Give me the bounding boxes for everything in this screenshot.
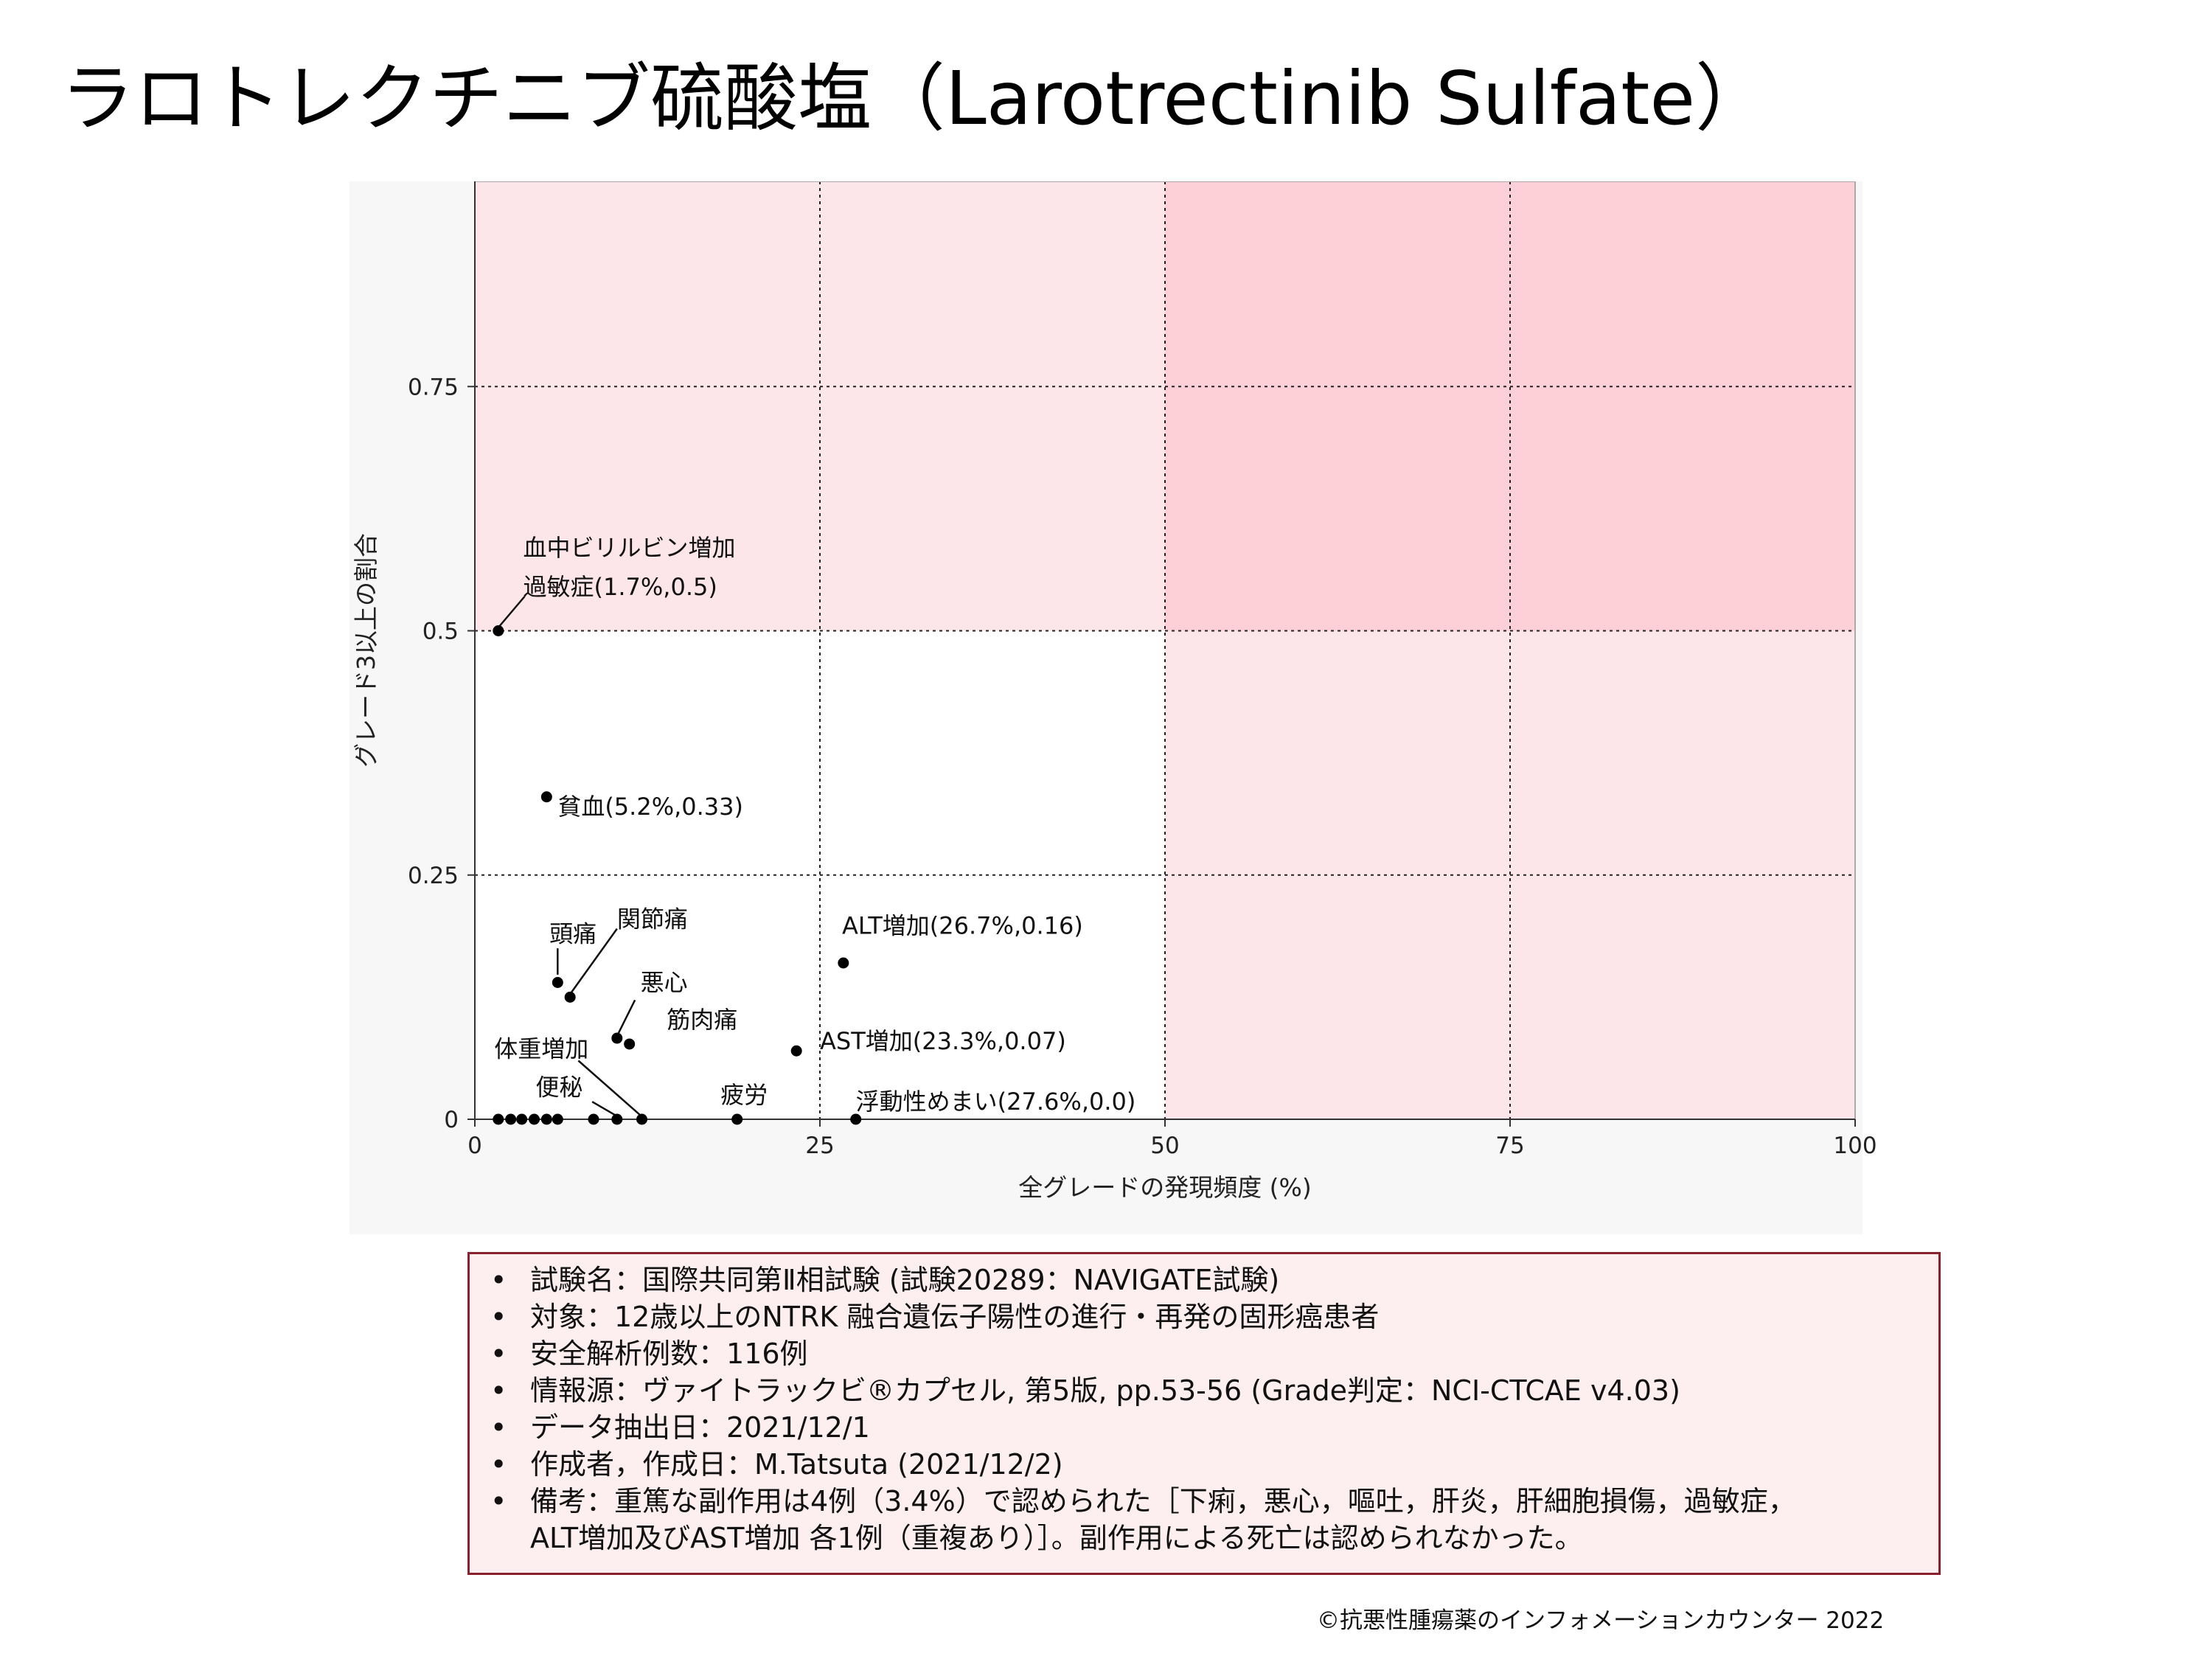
info-item-safety-n: • 安全解析例数：116例 bbox=[483, 1335, 1938, 1372]
point-label: ALT増加(26.7%,0.16) bbox=[842, 912, 1083, 940]
bullet: • bbox=[490, 1411, 507, 1444]
chart-gridlines bbox=[475, 181, 1855, 1119]
x-axis-label: 全グレードの発現頻度 (%) bbox=[1018, 1173, 1312, 1202]
x-tick-label: 100 bbox=[1833, 1133, 1877, 1159]
annotation-leaders bbox=[498, 596, 641, 1116]
point-label: 貧血(5.2%,0.33) bbox=[557, 793, 743, 821]
data-point bbox=[540, 1113, 552, 1125]
page-title: ラロトレクチニブ硫酸塩（Larotrectinib Sulfate） bbox=[60, 55, 1769, 142]
chart-axes: 0 25 50 75 100 0 0.25 0.5 0.75 全グレードの発現頻度 (%) グレード… bbox=[352, 181, 1877, 1202]
info-text: 試験名：国際共同第Ⅱ相試験 (試験20289：NAVIGATE試験) bbox=[530, 1264, 1280, 1296]
point-label: 悪心 bbox=[641, 969, 688, 997]
point-label: 血中ビリルビン増加 bbox=[524, 534, 736, 562]
info-item-author: • 作成者，作成日：M.Tatsuta (2021/12/2) bbox=[483, 1446, 1938, 1483]
x-tick-label: 50 bbox=[1150, 1133, 1179, 1159]
bullet: • bbox=[490, 1301, 507, 1333]
data-point bbox=[493, 625, 504, 636]
data-point bbox=[624, 1038, 636, 1050]
x-tick-label: 25 bbox=[805, 1133, 834, 1159]
y-axis-label: グレード3以上の割合 bbox=[352, 533, 380, 768]
info-item-notes-cont: ALT増加及びAST増加 各1例（重複あり）］。副作用による死亡は認められなかっ… bbox=[483, 1520, 1938, 1557]
data-point bbox=[731, 1113, 743, 1125]
data-point bbox=[540, 791, 552, 803]
footer-credit: ©抗悪性腫瘍薬のインフォメーションカウンター 2022 bbox=[1317, 1607, 1885, 1634]
y-tick-label: 0.25 bbox=[408, 863, 459, 889]
data-points bbox=[493, 625, 862, 1125]
data-point bbox=[850, 1113, 862, 1125]
annotation-leader-line bbox=[577, 1060, 641, 1116]
data-point bbox=[790, 1045, 802, 1057]
info-text: 作成者，作成日：M.Tatsuta (2021/12/2) bbox=[530, 1448, 1063, 1481]
study-info-box: • 試験名：国際共同第Ⅱ相試験 (試験20289：NAVIGATE試験) • 対象：… bbox=[467, 1252, 1941, 1575]
y-tick-label: 0.5 bbox=[422, 619, 459, 645]
point-label: 体重増加 bbox=[494, 1035, 588, 1063]
annotation-leader-line bbox=[571, 928, 618, 993]
data-point bbox=[588, 1113, 599, 1125]
y-tick-label: 0 bbox=[444, 1107, 459, 1133]
data-point bbox=[528, 1113, 540, 1125]
info-text: 対象：12歳以上のNTRK 融合遺伝子陽性の進行・再発の固形癌患者 bbox=[530, 1301, 1380, 1333]
data-point bbox=[552, 1113, 563, 1125]
point-label: 疲労 bbox=[720, 1081, 768, 1109]
annotation-leader-line bbox=[498, 596, 526, 627]
scatter-chart: 0 25 50 75 100 0 0.25 0.5 0.75 全グレードの発現頻度 (%) グレード… bbox=[349, 181, 1877, 1234]
study-info-list: • 試験名：国際共同第Ⅱ相試験 (試験20289：NAVIGATE試験) • 対象：… bbox=[483, 1262, 1938, 1557]
info-item-trial: • 試験名：国際共同第Ⅱ相試験 (試験20289：NAVIGATE試験) bbox=[483, 1262, 1938, 1298]
info-text: 備考：重篤な副作用は4例（3.4%）で認められた［下痢，悪心，嘔吐，肝炎，肝細胞… bbox=[530, 1485, 1796, 1517]
info-text: 安全解析例数：116例 bbox=[530, 1338, 808, 1370]
data-point bbox=[838, 957, 849, 969]
point-label: 頭痛 bbox=[549, 919, 597, 947]
data-point bbox=[552, 977, 563, 988]
point-label: 筋肉痛 bbox=[667, 1006, 737, 1034]
data-point bbox=[505, 1113, 517, 1125]
y-tick-label: 0.75 bbox=[408, 374, 459, 400]
bullet: • bbox=[490, 1485, 507, 1517]
annotation-leader-line bbox=[617, 999, 636, 1034]
bullet: • bbox=[490, 1338, 507, 1370]
chart-svg: 0 25 50 75 100 0 0.25 0.5 0.75 全グレードの発現頻度 (%) グレード… bbox=[349, 181, 1877, 1234]
info-text: データ抽出日：2021/12/1 bbox=[530, 1411, 870, 1444]
data-point bbox=[611, 1113, 623, 1125]
bullet: • bbox=[490, 1264, 507, 1296]
bullet: • bbox=[490, 1448, 507, 1481]
data-point bbox=[636, 1113, 648, 1125]
info-item-subject: • 対象：12歳以上のNTRK 融合遺伝子陽性の進行・再発の固形癌患者 bbox=[483, 1298, 1938, 1335]
data-point bbox=[516, 1113, 528, 1125]
info-text: 情報源：ヴァイトラックビ®カプセル, 第5版, pp.53-56 (Grade判… bbox=[530, 1374, 1680, 1407]
bullet: • bbox=[490, 1374, 507, 1407]
data-point bbox=[493, 1113, 504, 1125]
info-item-extract-date: • データ抽出日：2021/12/1 bbox=[483, 1409, 1938, 1446]
point-label: AST増加(23.3%,0.07) bbox=[820, 1027, 1066, 1055]
point-label: 関節痛 bbox=[617, 905, 688, 933]
annotation-leader-line bbox=[591, 1101, 616, 1116]
x-tick-label: 0 bbox=[467, 1133, 482, 1159]
point-label: 浮動性めまい(27.6%,0.0) bbox=[856, 1088, 1136, 1116]
point-label: 便秘 bbox=[535, 1073, 582, 1101]
data-point bbox=[611, 1032, 623, 1044]
x-tick-label: 75 bbox=[1495, 1133, 1524, 1159]
point-label: 過敏症(1.7%,0.5) bbox=[524, 573, 717, 601]
info-text: ALT増加及びAST増加 各1例（重複あり）］。副作用による死亡は認められなかっ… bbox=[530, 1522, 1583, 1554]
data-point bbox=[564, 991, 576, 1003]
info-item-source: • 情報源：ヴァイトラックビ®カプセル, 第5版, pp.53-56 (Grade… bbox=[483, 1372, 1938, 1409]
info-item-notes: • 備考：重篤な副作用は4例（3.4%）で認められた［下痢，悪心，嘔吐，肝炎，肝細… bbox=[483, 1483, 1938, 1520]
